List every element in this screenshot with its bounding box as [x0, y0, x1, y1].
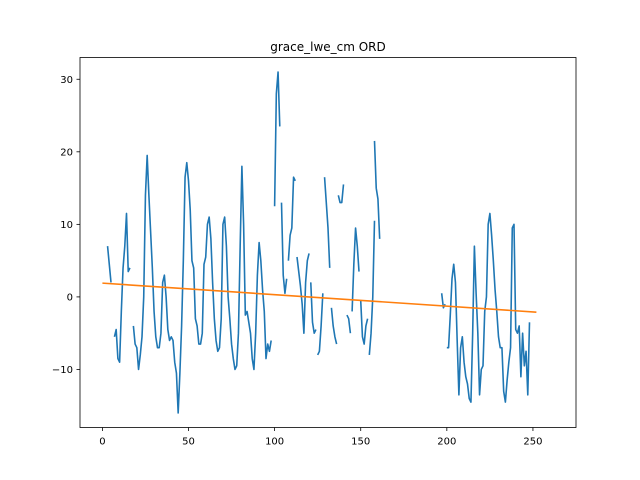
data-line-segment-10	[330, 307, 338, 345]
data-line-segment-0	[106, 246, 112, 283]
data-line-segment-14	[359, 300, 369, 345]
chart-title: grace_lwe_cm ORD	[270, 40, 386, 54]
data-line-segment-13	[351, 227, 360, 312]
data-line-segment-15	[368, 220, 376, 356]
x-tick-label: 200	[437, 437, 456, 448]
data-line-segment-2	[132, 154, 272, 414]
x-tick-label: 150	[351, 437, 370, 448]
x-tick-label: 0	[99, 437, 105, 448]
data-line-segment-12	[346, 314, 352, 334]
data-line-segment-8	[316, 293, 324, 356]
y-tick-label: −10	[52, 365, 73, 376]
x-tick-label: 250	[523, 437, 542, 448]
data-line-segment-6	[296, 253, 310, 334]
y-tick-label: 10	[60, 220, 73, 231]
y-axis: −10 0 10 20 30	[52, 75, 80, 376]
data-line-segment-1	[113, 212, 131, 364]
data-line-segment-18	[446, 212, 531, 403]
data-line-segment-3	[273, 71, 281, 207]
data-line-segment-16	[373, 140, 381, 239]
data-line-segment-11	[337, 184, 345, 204]
data-line-segment-7	[309, 282, 317, 334]
plot-area	[102, 71, 537, 414]
axes-frame	[79, 57, 577, 428]
data-line-segment-9	[323, 177, 331, 268]
y-tick-label: 20	[60, 147, 73, 158]
x-axis: 0 50 100 150 200 250	[99, 427, 542, 448]
trend-line-0	[102, 282, 537, 313]
x-tick-label: 50	[182, 437, 195, 448]
y-tick-label: 0	[67, 293, 73, 304]
data-line-segment-5	[287, 176, 297, 261]
data-line-segment-4	[280, 202, 288, 295]
y-tick-label: 30	[60, 75, 73, 86]
x-tick-label: 100	[265, 437, 284, 448]
